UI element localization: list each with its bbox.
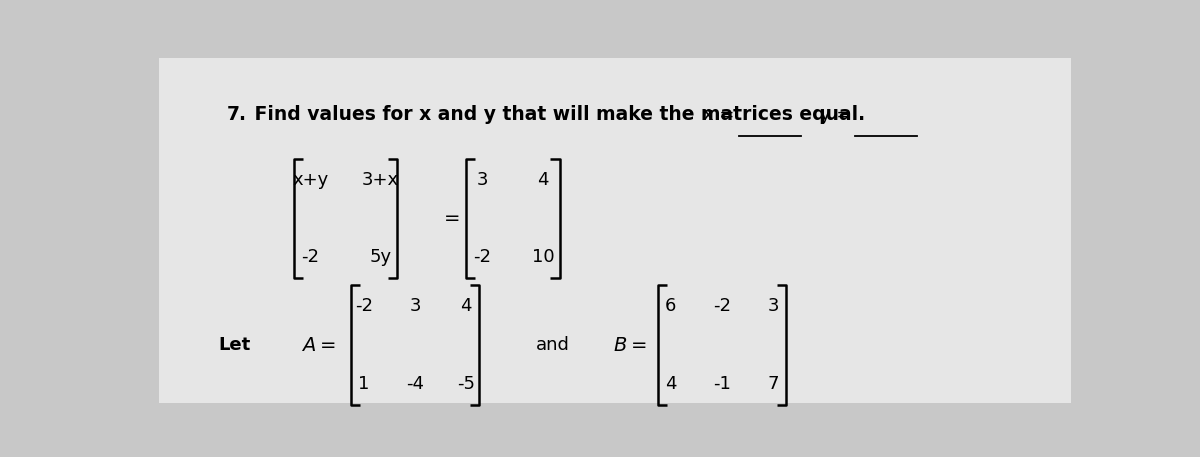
Text: Find values for x and y that will make the matrices equal.: Find values for x and y that will make t… [247, 105, 865, 124]
Text: 3: 3 [476, 171, 488, 189]
Text: -5: -5 [457, 375, 475, 393]
Text: 7: 7 [767, 375, 779, 393]
Text: 3: 3 [409, 298, 421, 315]
Text: 5y: 5y [370, 248, 391, 266]
FancyBboxPatch shape [160, 58, 1070, 403]
Text: 1: 1 [359, 375, 370, 393]
Text: 3: 3 [767, 298, 779, 315]
Text: -1: -1 [713, 375, 731, 393]
Text: -2: -2 [355, 298, 373, 315]
Text: 4: 4 [461, 298, 472, 315]
Text: x =: x = [703, 106, 734, 124]
Text: 4: 4 [665, 375, 677, 393]
Text: =: = [444, 209, 461, 228]
Text: -2: -2 [301, 248, 319, 266]
Text: -2: -2 [713, 298, 731, 315]
Text: x+y: x+y [293, 171, 329, 189]
Text: $A=$: $A=$ [301, 335, 335, 355]
Text: -4: -4 [406, 375, 424, 393]
Text: -2: -2 [474, 248, 492, 266]
Text: and: and [536, 336, 570, 354]
Text: 6: 6 [665, 298, 677, 315]
Text: 10: 10 [532, 248, 554, 266]
Text: 3+x: 3+x [361, 171, 398, 189]
Text: 4: 4 [538, 171, 548, 189]
Text: $B=$: $B=$ [613, 335, 647, 355]
Text: Let: Let [218, 336, 250, 354]
Text: 7.: 7. [227, 105, 247, 124]
Text: y =: y = [820, 106, 851, 124]
